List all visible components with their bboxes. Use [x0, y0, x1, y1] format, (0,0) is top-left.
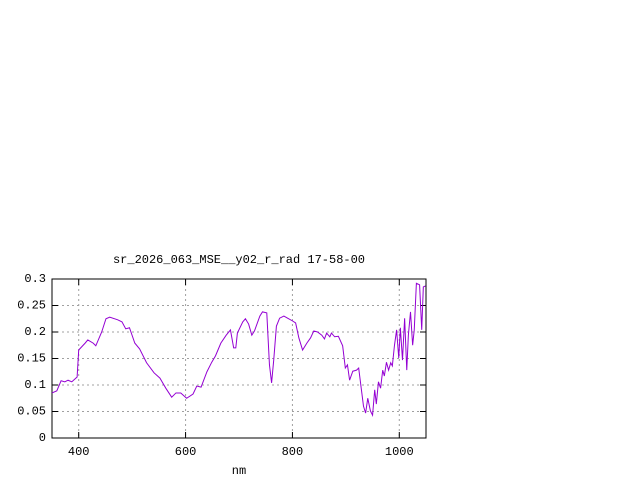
y-tick-label: 0.1 [24, 378, 46, 392]
y-tick-label: 0.05 [17, 405, 46, 419]
chart-title: sr_2026_063_MSE__y02_r_rad 17-58-00 [113, 253, 365, 267]
y-tick-label: 0.15 [17, 352, 46, 366]
x-tick-label: 1000 [385, 445, 414, 459]
y-tick-label: 0.3 [24, 272, 46, 286]
x-axis-label: nm [232, 464, 246, 478]
x-tick-label: 400 [68, 445, 90, 459]
data-line [51, 282, 426, 418]
y-tick-label: 0 [39, 431, 46, 445]
x-tick-label: 600 [175, 445, 197, 459]
y-tick-label: 0.2 [24, 325, 46, 339]
plot-frame [51, 278, 427, 439]
y-tick-label: 0.25 [17, 299, 46, 313]
x-tick-label: 800 [282, 445, 304, 459]
